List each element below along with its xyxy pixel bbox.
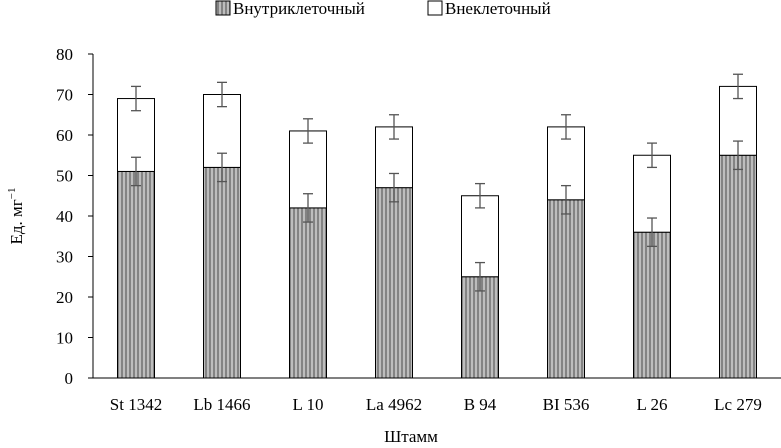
legend-swatch-series-0 bbox=[215, 0, 231, 16]
error-bar-series-1 bbox=[389, 114, 399, 140]
bar-series-0 bbox=[375, 187, 413, 379]
error-bar-series-0 bbox=[389, 172, 399, 203]
y-tick-label: 40 bbox=[56, 207, 73, 226]
error-bars bbox=[131, 73, 743, 292]
y-tick-label: 60 bbox=[56, 126, 73, 145]
error-bar-series-1 bbox=[561, 114, 571, 140]
legend-swatch-series-1 bbox=[427, 0, 443, 16]
legend: Внутриклеточный Внеклеточный bbox=[215, 0, 551, 18]
bar-series-0 bbox=[633, 231, 671, 379]
x-tick-label: La 4962 bbox=[366, 395, 422, 414]
error-bar-series-1 bbox=[647, 142, 657, 169]
x-tick-label: L 10 bbox=[292, 395, 323, 414]
y-tick-label: 0 bbox=[65, 369, 74, 388]
error-bar-series-1 bbox=[475, 182, 485, 209]
error-bar-series-0 bbox=[647, 217, 657, 248]
bar-series-0 bbox=[203, 166, 241, 379]
error-bar-series-0 bbox=[561, 184, 571, 215]
x-tick-label: Lb 1466 bbox=[193, 395, 250, 414]
error-bar-series-0 bbox=[475, 261, 485, 292]
error-bar-series-0 bbox=[131, 156, 141, 187]
bar-series-0 bbox=[117, 170, 155, 379]
x-tick-label: St 1342 bbox=[110, 395, 162, 414]
error-bar-series-0 bbox=[733, 140, 743, 171]
y-tick-label: 70 bbox=[56, 86, 73, 105]
y-tick-label: 50 bbox=[56, 167, 73, 186]
error-bar-series-0 bbox=[217, 152, 227, 183]
y-axis-title: Ед. мг−1 bbox=[6, 188, 26, 245]
bar-series-0 bbox=[719, 154, 757, 379]
x-tick-label: B 94 bbox=[464, 395, 497, 414]
error-bar-series-1 bbox=[131, 85, 141, 112]
y-tick-label: 20 bbox=[56, 288, 73, 307]
x-axis-title: Штамм bbox=[384, 427, 438, 446]
x-tick-label: Lc 279 bbox=[714, 395, 762, 414]
bars bbox=[117, 85, 757, 379]
error-bar-series-1 bbox=[733, 73, 743, 100]
y-tick-label: 10 bbox=[56, 329, 73, 348]
bar-series-0 bbox=[461, 276, 499, 379]
error-bar-series-1 bbox=[303, 118, 313, 144]
axes: 0 10 20 30 40 50 60 70 80 St 1342 Lb 1466 L 10 La 49… bbox=[56, 45, 781, 414]
y-tick-label: 30 bbox=[56, 248, 73, 267]
bar-series-0 bbox=[289, 207, 327, 379]
x-tick-label: L 26 bbox=[636, 395, 667, 414]
error-bar-series-1 bbox=[217, 81, 227, 108]
y-tick-label: 80 bbox=[56, 45, 73, 64]
bar-series-0 bbox=[547, 199, 585, 379]
x-tick-label: BI 536 bbox=[543, 395, 590, 414]
legend-label-series-1: Внеклеточный bbox=[445, 0, 551, 18]
error-bar-series-0 bbox=[303, 193, 313, 223]
legend-label-series-0: Внутриклеточный bbox=[233, 0, 365, 18]
